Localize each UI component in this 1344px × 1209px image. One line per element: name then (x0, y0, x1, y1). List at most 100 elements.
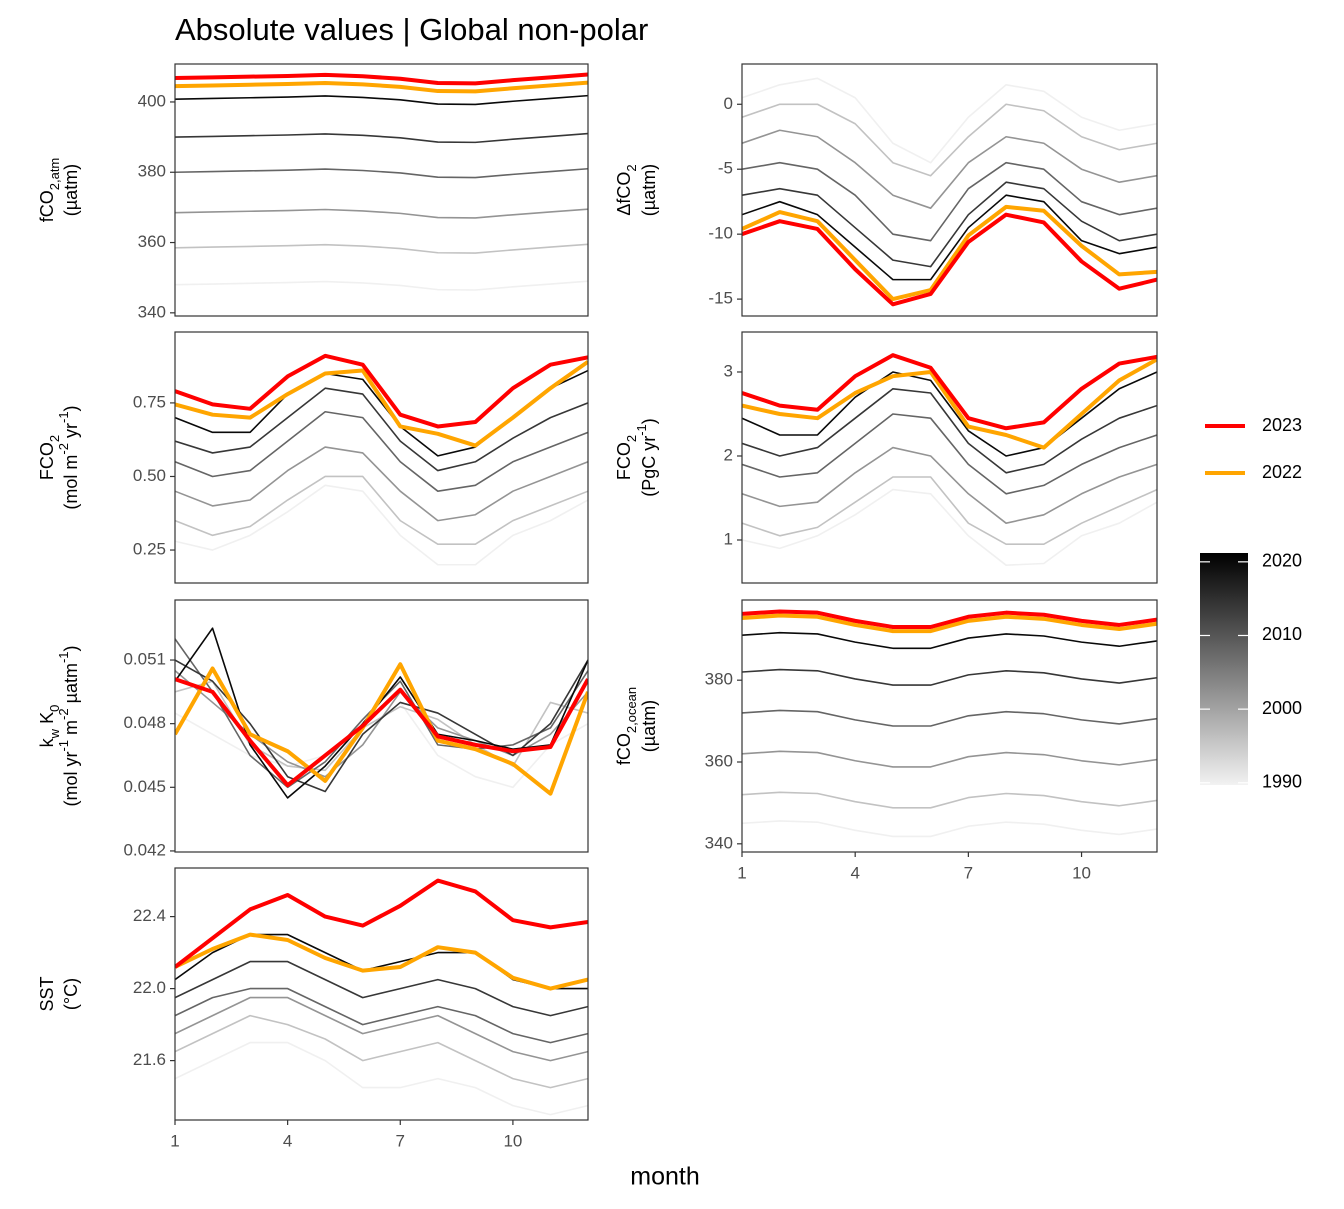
year-line (742, 387, 1157, 474)
year-line (742, 668, 1157, 686)
y-tick-label: 1 (724, 529, 733, 548)
x-tick-label: 10 (1072, 863, 1091, 882)
y-tick-label: 360 (138, 232, 166, 251)
highlight-line (175, 662, 588, 796)
label-part: -1 (634, 424, 649, 436)
year-line (175, 960, 588, 1017)
label-part: (µatm) (639, 700, 659, 752)
y-axis-title: fCO2,ocean (614, 687, 639, 765)
label-part: 2 (624, 164, 639, 171)
highlight-line (175, 932, 588, 991)
colorbar-label: 2000 (1262, 698, 1302, 718)
x-tick-label: 7 (964, 863, 973, 882)
year-line (742, 371, 1157, 457)
year-line (175, 1014, 588, 1089)
year-line (175, 475, 588, 545)
year-line (742, 709, 1157, 727)
y-tick-label: -15 (708, 289, 733, 308)
year-line (175, 410, 588, 492)
y-tick-label: 0.25 (133, 540, 166, 559)
y-tick-label: 400 (138, 91, 166, 110)
y-axis-title: fCO2,atm (37, 158, 62, 223)
year-line (742, 750, 1157, 768)
year-line (175, 484, 588, 566)
label-part: -1 (56, 411, 71, 423)
y-axis-title: (mol yr-1 m-2 µatm-1) (56, 645, 81, 806)
x-tick-label: 10 (503, 1131, 522, 1150)
y-tick-label: -5 (718, 159, 733, 178)
label-part: fCO (614, 733, 634, 765)
year-line (742, 129, 1157, 209)
y-tick-label: 340 (705, 833, 733, 852)
year-line (175, 167, 588, 179)
year-line (175, 132, 588, 144)
label-part: fCO (37, 190, 57, 222)
label-part: ) (61, 645, 81, 651)
label-part: -1 (56, 740, 71, 752)
y-tick-label: 22.0 (133, 978, 166, 997)
label-part: 2 (624, 435, 639, 442)
year-line (742, 488, 1157, 566)
series-group (175, 878, 588, 1116)
y-axis-title: ΔfCO2 (614, 164, 639, 215)
year-line (175, 987, 588, 1044)
y-tick-label: 0.042 (123, 840, 166, 859)
panel-border (174, 599, 589, 853)
highlight-line (175, 677, 588, 788)
y-axis-title: (µatm) (639, 700, 659, 752)
x-tick-label: 1 (170, 1131, 179, 1150)
label-part: ) (61, 405, 81, 411)
x-axis-title: month (630, 1163, 699, 1191)
year-line (175, 243, 588, 254)
highlight-line (175, 72, 588, 86)
legend-label: 2022 (1262, 462, 1302, 482)
x-tick-label: 4 (850, 863, 859, 882)
series-group (175, 627, 588, 799)
colorbar-label: 2010 (1262, 624, 1302, 644)
highlight-line (742, 353, 1157, 431)
label-part: m (61, 720, 81, 740)
label-part: K (37, 712, 57, 729)
chart-title: Absolute values | Global non-polar (175, 12, 648, 47)
series-group (742, 609, 1157, 838)
label-part: -2 (56, 708, 71, 720)
year-line (742, 181, 1157, 268)
y-tick-label: 0.051 (123, 650, 166, 669)
year-line (742, 476, 1157, 545)
label-part: (µatm) (61, 164, 81, 216)
label-part: -1 (56, 651, 71, 663)
y-axis-title: (mol m-2 yr-1) (56, 405, 81, 509)
year-line (175, 446, 588, 522)
label-part: SST (37, 976, 57, 1011)
label-part: ) (639, 418, 659, 424)
y-axis-title: (°C) (61, 978, 81, 1010)
colorbar (1200, 553, 1248, 785)
panel-border (174, 867, 589, 1121)
legend-label: 2023 (1262, 415, 1302, 435)
label-part: (µatm) (639, 164, 659, 216)
label-part: k (37, 737, 57, 747)
year-line (742, 161, 1157, 242)
y-tick-label: 21.6 (133, 1050, 166, 1069)
y-tick-label: -10 (708, 224, 733, 243)
panel-border (741, 63, 1158, 317)
series-group (742, 77, 1157, 307)
panel-border (741, 599, 1158, 853)
label-part: (mol m (61, 455, 81, 510)
colorbar-label: 2020 (1262, 551, 1302, 571)
y-tick-label: 0 (724, 94, 733, 113)
label-part: FCO (37, 442, 57, 480)
colorbar-label: 1990 (1262, 772, 1302, 792)
series-group (742, 353, 1157, 566)
label-part: 0 (47, 705, 62, 712)
year-line (175, 387, 588, 472)
label-part: 2,atm (47, 158, 62, 191)
highlight-line (742, 613, 1157, 634)
year-line (742, 791, 1157, 809)
y-axis-title: kw K0 (37, 705, 62, 748)
y-axis-title: (µatm) (61, 164, 81, 216)
highlight-line (175, 80, 588, 94)
y-tick-label: 380 (705, 670, 733, 689)
series-group (175, 353, 588, 566)
